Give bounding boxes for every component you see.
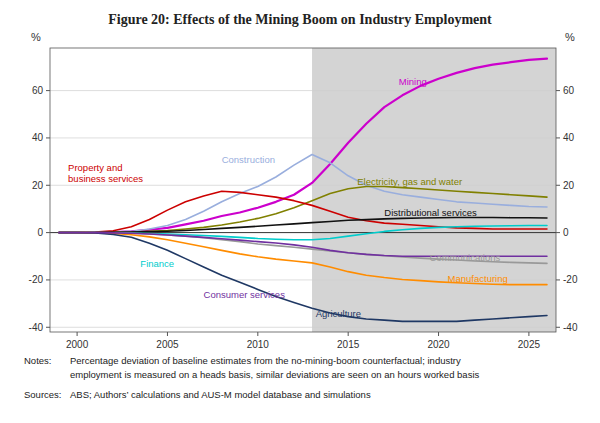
grid-line <box>50 137 556 138</box>
series-label-line: Finance <box>140 258 174 269</box>
series-label-line: Communications <box>430 252 501 263</box>
y2-tick-label: -40 <box>563 322 578 333</box>
plot-area <box>50 48 556 332</box>
series-label: Finance <box>140 258 174 269</box>
y-tick-label: -40 <box>29 322 44 333</box>
y-axis-label: % <box>31 31 41 43</box>
title: Figure 20: Effects of the Mining Boom on… <box>108 12 492 27</box>
series-line <box>59 217 547 232</box>
y-tick <box>46 185 50 186</box>
y-tick-label: 40 <box>32 132 44 143</box>
y-tick-label: 20 <box>32 180 44 191</box>
series-label-line: Construction <box>222 154 275 165</box>
series-label-line: Mining <box>399 76 427 87</box>
y-tick <box>46 90 50 91</box>
y-tick <box>46 327 50 328</box>
series-label: Communications <box>430 252 501 263</box>
series-label: Electricity, gas and water <box>357 176 462 187</box>
x-tick <box>438 332 439 336</box>
y2-tick-label: -20 <box>563 274 578 285</box>
y2-tick <box>556 137 560 138</box>
sources-label: Sources: <box>24 389 62 400</box>
y-tick-label: 60 <box>32 85 44 96</box>
series-label: Property andbusiness services <box>68 162 143 184</box>
background <box>0 0 600 423</box>
annotations: Mining Construction Electricity, gas and w… <box>68 76 508 319</box>
x-tick-label: 2025 <box>518 339 541 350</box>
x-tick <box>77 332 78 336</box>
y2-axis-label: % <box>565 31 575 43</box>
y2-tick <box>556 185 560 186</box>
series-label-line: Consumer services <box>204 289 286 300</box>
y-tick-label: 0 <box>37 227 43 238</box>
grid-line <box>50 185 556 186</box>
series-label: Agriculture <box>316 308 361 319</box>
series-label-line: Agriculture <box>316 308 361 319</box>
y2-tick-label: 40 <box>563 132 575 143</box>
x-tick-label: 2020 <box>427 339 450 350</box>
y-tick-label: -20 <box>29 274 44 285</box>
plot-frame <box>50 48 556 332</box>
x-tick-label: 2005 <box>156 339 179 350</box>
series-label-line: Distributional services <box>384 207 477 218</box>
series-label: Mining <box>399 76 427 87</box>
x-tick <box>348 332 349 336</box>
x-tick-label: 2010 <box>247 339 270 350</box>
sources-text: ABS; Authors’ calculations and AUS-M mod… <box>70 389 371 400</box>
grid-line <box>50 90 556 91</box>
y-tick <box>46 232 50 233</box>
x-tick <box>528 332 529 336</box>
series-label: Construction <box>222 154 275 165</box>
series-label: Consumer services <box>204 289 286 300</box>
x-tick-label: 2015 <box>337 339 360 350</box>
series-label-line: Manufacturing <box>448 273 508 284</box>
notes-text: Percentage deviation of baseline estimat… <box>70 355 461 366</box>
series-line <box>59 59 547 233</box>
series-label: Distributional services <box>384 207 477 218</box>
y2-tick <box>556 232 560 233</box>
x-tick <box>257 332 258 336</box>
y2-tick <box>556 90 560 91</box>
notes-text: employment is measured on a heads basis,… <box>70 369 479 380</box>
series-label-line: Electricity, gas and water <box>357 176 462 187</box>
y-tick <box>46 279 50 280</box>
y2-tick-label: 0 <box>563 227 569 238</box>
y2-tick <box>556 279 560 280</box>
x-tick <box>167 332 168 336</box>
y2-tick-label: 60 <box>563 85 575 96</box>
series-label-line: business services <box>68 173 143 184</box>
series-line <box>59 155 547 233</box>
series-label-line: Property and <box>68 162 122 173</box>
series-line <box>59 233 547 285</box>
chart: Figure 20: Effects of the Mining Boom on… <box>0 0 600 423</box>
grid-line <box>50 327 556 328</box>
series-label: Manufacturing <box>448 273 508 284</box>
y-tick <box>46 137 50 138</box>
y2-tick <box>556 327 560 328</box>
y2-tick-label: 20 <box>563 180 575 191</box>
series-line <box>59 233 547 322</box>
notes-label: Notes: <box>24 355 51 366</box>
x-tick-label: 2000 <box>66 339 89 350</box>
